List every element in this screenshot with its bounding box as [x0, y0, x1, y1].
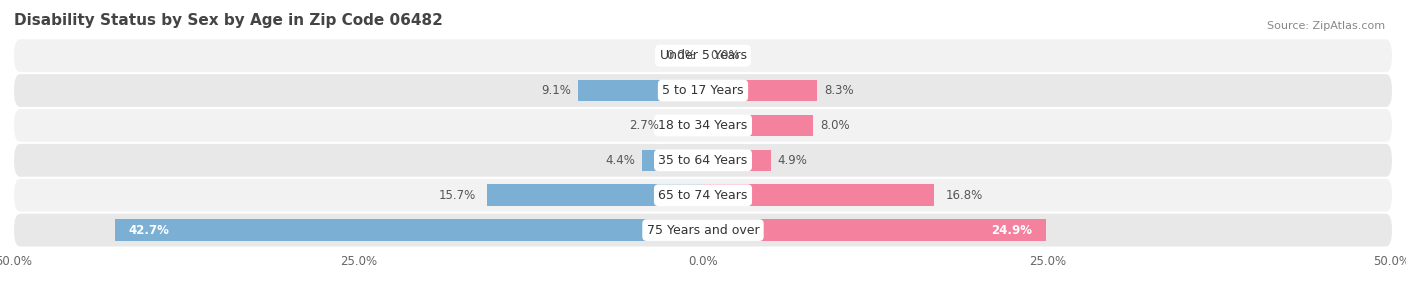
Text: 18 to 34 Years: 18 to 34 Years: [658, 119, 748, 132]
Text: 0.0%: 0.0%: [710, 49, 740, 62]
Text: 5 to 17 Years: 5 to 17 Years: [662, 84, 744, 97]
Bar: [578, 80, 703, 101]
FancyBboxPatch shape: [14, 74, 1392, 107]
Bar: [486, 185, 703, 206]
Text: Under 5 Years: Under 5 Years: [659, 49, 747, 62]
Text: 8.0%: 8.0%: [820, 119, 849, 132]
Text: 2.7%: 2.7%: [628, 119, 659, 132]
Bar: [703, 150, 770, 171]
Bar: [666, 115, 703, 136]
Text: 9.1%: 9.1%: [541, 84, 571, 97]
Text: 75 Years and over: 75 Years and over: [647, 224, 759, 237]
Bar: [703, 219, 1046, 241]
FancyBboxPatch shape: [14, 39, 1392, 72]
Legend: Male, Female: Male, Female: [633, 301, 773, 304]
Text: Disability Status by Sex by Age in Zip Code 06482: Disability Status by Sex by Age in Zip C…: [14, 13, 443, 28]
Text: Source: ZipAtlas.com: Source: ZipAtlas.com: [1267, 21, 1385, 31]
Text: 8.3%: 8.3%: [824, 84, 853, 97]
Bar: [115, 219, 703, 241]
Bar: [703, 80, 817, 101]
FancyBboxPatch shape: [14, 214, 1392, 247]
FancyBboxPatch shape: [14, 144, 1392, 177]
Text: 65 to 74 Years: 65 to 74 Years: [658, 189, 748, 202]
Text: 15.7%: 15.7%: [439, 189, 475, 202]
Text: 16.8%: 16.8%: [945, 189, 983, 202]
FancyBboxPatch shape: [14, 179, 1392, 212]
Bar: [643, 150, 703, 171]
Bar: [703, 115, 813, 136]
Text: 0.0%: 0.0%: [666, 49, 696, 62]
Text: 4.9%: 4.9%: [778, 154, 807, 167]
Text: 35 to 64 Years: 35 to 64 Years: [658, 154, 748, 167]
FancyBboxPatch shape: [14, 109, 1392, 142]
Text: 42.7%: 42.7%: [128, 224, 169, 237]
Text: 24.9%: 24.9%: [991, 224, 1032, 237]
Bar: [703, 185, 935, 206]
Text: 4.4%: 4.4%: [606, 154, 636, 167]
